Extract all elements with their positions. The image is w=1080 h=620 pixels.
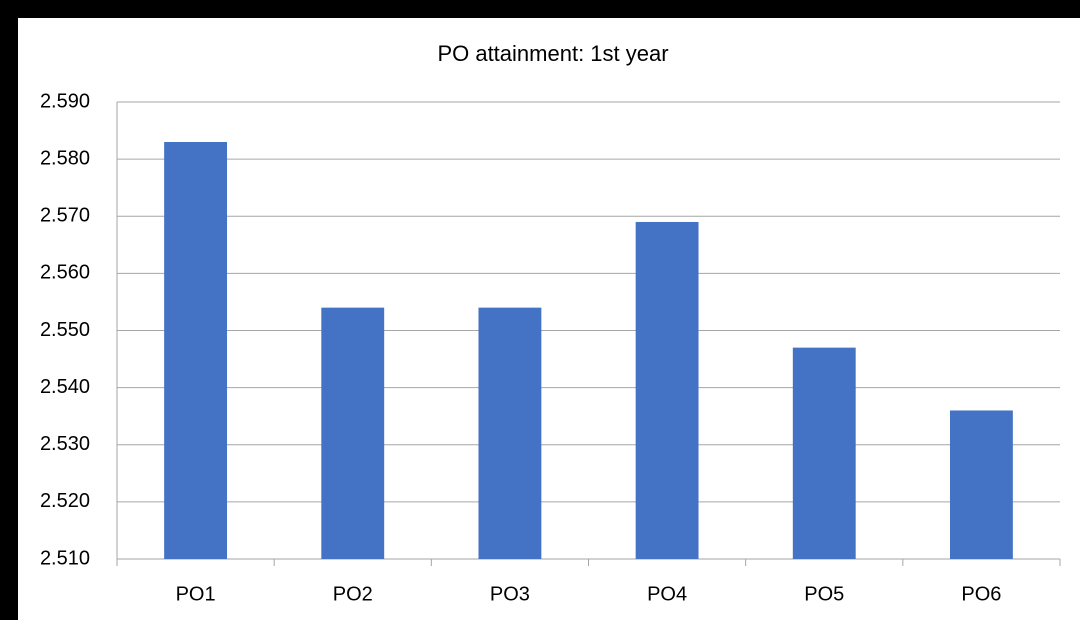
y-tick-label: 2.540 xyxy=(40,376,90,398)
bar xyxy=(949,410,1013,559)
chart-title: PO attainment: 1st year xyxy=(437,41,668,66)
y-tick-label: 2.530 xyxy=(40,433,90,455)
bar xyxy=(164,141,228,560)
x-tick-label: PO4 xyxy=(647,583,687,605)
x-tick-label: PO3 xyxy=(490,583,530,605)
x-tick-label: PO6 xyxy=(961,583,1001,605)
y-tick-label: 2.590 xyxy=(40,90,90,112)
bar xyxy=(478,307,542,559)
bar xyxy=(635,221,699,559)
y-tick-label: 2.510 xyxy=(40,547,90,569)
bar xyxy=(321,307,385,559)
bar xyxy=(792,347,856,559)
y-tick-label: 2.560 xyxy=(40,262,90,284)
x-tick-label: PO1 xyxy=(176,583,216,605)
x-tick-label: PO5 xyxy=(804,583,844,605)
y-tick-label: 2.520 xyxy=(40,490,90,512)
x-tick-label: PO2 xyxy=(333,583,373,605)
y-tick-label: 2.570 xyxy=(40,205,90,227)
y-tick-label: 2.580 xyxy=(40,147,90,169)
y-tick-label: 2.550 xyxy=(40,319,90,341)
